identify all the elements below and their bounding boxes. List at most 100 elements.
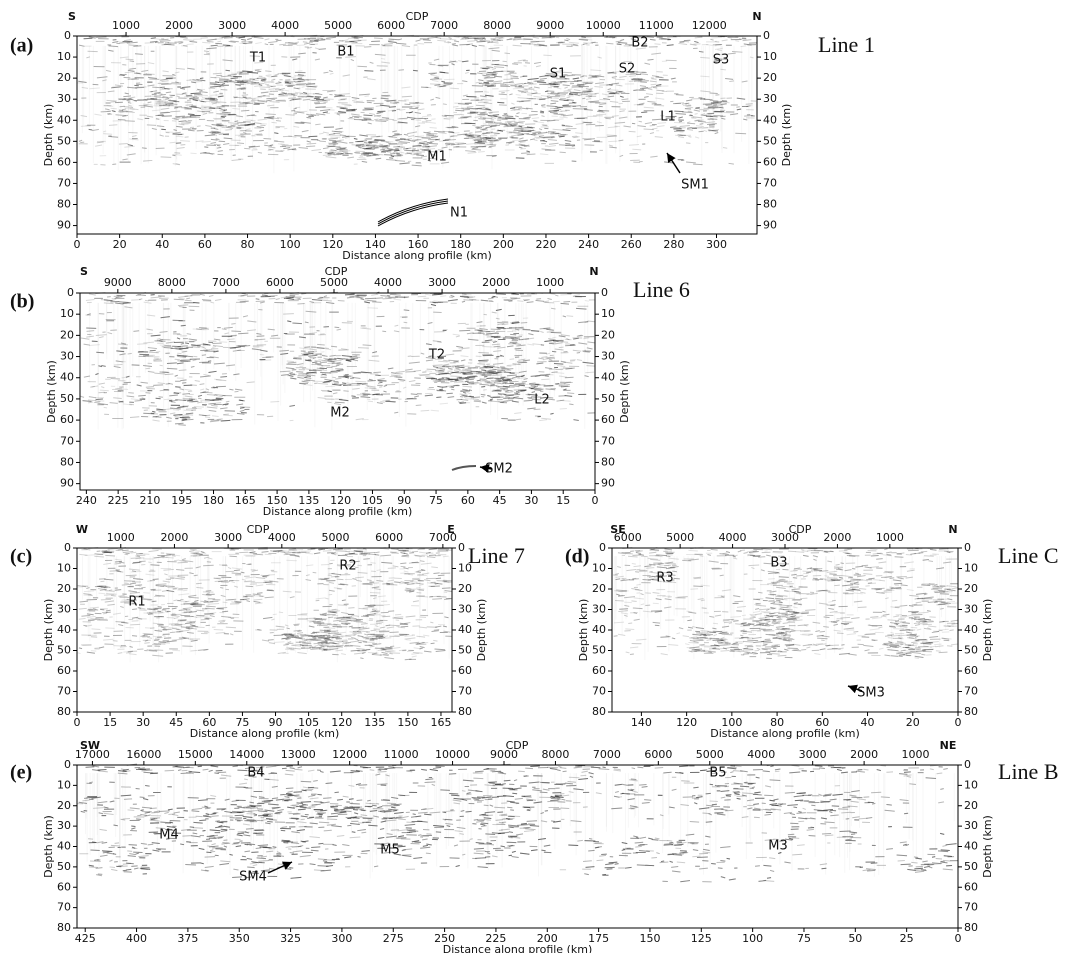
reflection (514, 413, 521, 414)
reflection (253, 97, 262, 98)
reflection (304, 384, 312, 385)
reflection (355, 381, 366, 382)
reflection (492, 344, 500, 345)
reflection (561, 335, 570, 336)
reflection (421, 410, 430, 411)
reflection (468, 153, 477, 154)
reflection (395, 139, 404, 140)
reflection (687, 122, 690, 123)
reflection (467, 393, 470, 394)
reflection (647, 101, 655, 102)
reflection (323, 112, 328, 113)
reflection (200, 389, 204, 390)
reflection (97, 142, 104, 143)
reflection (205, 135, 215, 136)
reflection (431, 136, 438, 137)
reflection (361, 299, 365, 300)
reflection (694, 41, 698, 42)
reflection (139, 105, 148, 106)
reflection (707, 124, 717, 125)
reflection (265, 84, 269, 85)
reflection (395, 160, 405, 161)
reflection (271, 76, 277, 77)
reflection (650, 125, 655, 126)
reflection (686, 162, 696, 163)
reflection (91, 386, 98, 387)
reflection (541, 357, 547, 358)
reflection (637, 126, 645, 127)
reflection (463, 95, 468, 96)
reflection (720, 69, 725, 70)
reflection (379, 382, 382, 383)
reflection (217, 419, 223, 420)
reflection (198, 95, 208, 96)
reflection (528, 78, 539, 79)
reflection (340, 384, 346, 385)
reflection (299, 348, 309, 349)
x-tick-label: 80 (241, 238, 255, 251)
reflection (423, 40, 431, 41)
reflection (556, 373, 564, 374)
reflection (526, 108, 533, 109)
reflection (221, 117, 225, 118)
reflection (499, 91, 510, 92)
reflection (318, 383, 328, 384)
reflection (505, 391, 509, 392)
reflection (340, 94, 349, 95)
reflection (81, 338, 89, 339)
reflection (192, 80, 195, 81)
reflection (149, 352, 159, 353)
reflection (256, 299, 260, 300)
reflection (451, 387, 454, 388)
reflection (435, 139, 439, 140)
reflection (407, 133, 413, 134)
reflection (369, 360, 380, 361)
reflection (644, 107, 654, 108)
reflection (104, 407, 107, 408)
reflection (368, 300, 377, 301)
reflection (528, 334, 533, 335)
reflection (224, 37, 232, 38)
reflection (431, 133, 437, 134)
reflection (342, 151, 350, 152)
reflection (533, 37, 539, 38)
reflection (204, 153, 214, 154)
reflection (211, 45, 218, 46)
reflection (327, 361, 334, 362)
reflection (654, 105, 664, 106)
reflection (468, 339, 478, 340)
reflection (363, 115, 372, 116)
reflection (421, 353, 424, 354)
reflection (564, 87, 567, 88)
x-tick-label: 20 (113, 238, 127, 251)
reflection (404, 310, 409, 311)
reflection (124, 146, 134, 147)
reflection (442, 387, 447, 388)
reflection (195, 380, 200, 381)
reflection (237, 143, 244, 144)
reflection (133, 331, 139, 332)
reflection (179, 415, 189, 416)
reflection (466, 379, 474, 380)
reflection (540, 328, 550, 329)
reflection (319, 49, 326, 50)
reflection (567, 393, 574, 394)
reflection (574, 90, 581, 91)
y-tick-label-right: 30 (763, 92, 777, 105)
reflection (347, 157, 354, 158)
reflection (550, 293, 555, 294)
reflection (431, 410, 439, 411)
reflection (563, 316, 566, 317)
reflection (520, 149, 526, 150)
reflection (511, 103, 514, 104)
reflection (478, 80, 483, 81)
reflection (384, 155, 392, 156)
reflection (548, 140, 557, 141)
reflection (369, 113, 375, 114)
cdp-tick-label: 10000 (586, 19, 621, 32)
reflection (258, 119, 268, 120)
reflection (362, 384, 367, 385)
y-tick-label-left: 40 (57, 113, 71, 126)
reflection (577, 336, 583, 337)
reflection (112, 41, 118, 42)
